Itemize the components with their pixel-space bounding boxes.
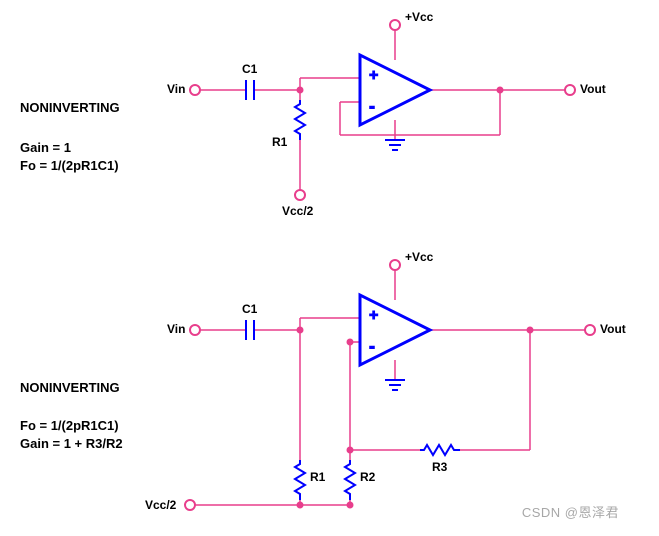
vcc2-terminal-1 xyxy=(295,190,305,200)
vcc-terminal-2 xyxy=(390,260,400,270)
r1-symbol xyxy=(295,100,305,140)
r1-symbol-2 xyxy=(295,460,305,500)
r1-label-1: R1 xyxy=(272,135,287,149)
vout-label-1: Vout xyxy=(580,82,606,96)
vin-label-1: Vin xyxy=(167,82,185,96)
eq-fo-2: Fo = 1/(2pR1C1) xyxy=(20,418,119,433)
watermark: CSDN @恩泽君 xyxy=(522,502,619,521)
vcc-terminal-1 xyxy=(390,20,400,30)
vcc2-label-1: Vcc/2 xyxy=(282,204,313,218)
vcc2-terminal-2 xyxy=(185,500,195,510)
r1-label-2: R1 xyxy=(310,470,325,484)
ground-2 xyxy=(385,380,405,390)
circuit-2 xyxy=(185,260,595,510)
c1-label-1: C1 xyxy=(242,62,257,76)
vin-label-2: Vin xyxy=(167,322,185,336)
circuit-1 xyxy=(190,20,575,200)
r3-label-2: R3 xyxy=(432,460,447,474)
vin-terminal-2 xyxy=(190,325,200,335)
r2-label-2: R2 xyxy=(360,470,375,484)
vout-terminal-1 xyxy=(565,85,575,95)
opamp-1 xyxy=(360,55,430,125)
vin-terminal-1 xyxy=(190,85,200,95)
vcc-label-2: +Vcc xyxy=(405,250,433,264)
opamp-2 xyxy=(360,295,430,365)
vout-label-2: Vout xyxy=(600,322,626,336)
eq-fo-1: Fo = 1/(2pR1C1) xyxy=(20,158,119,173)
vout-terminal-2 xyxy=(585,325,595,335)
vcc-label-1: +Vcc xyxy=(405,10,433,24)
c1-symbol xyxy=(246,80,254,100)
ground-1 xyxy=(385,140,405,150)
title-1: NONINVERTING xyxy=(20,100,120,115)
r3-symbol xyxy=(420,445,460,455)
eq-gain-2: Gain = 1 + R3/R2 xyxy=(20,436,123,451)
title-2: NONINVERTING xyxy=(20,380,120,395)
c1-symbol-2 xyxy=(246,320,254,340)
vcc2-label-2: Vcc/2 xyxy=(145,498,176,512)
eq-gain-1: Gain = 1 xyxy=(20,140,71,155)
schematic-canvas: + - xyxy=(0,0,659,536)
r2-symbol xyxy=(345,460,355,500)
c1-label-2: C1 xyxy=(242,302,257,316)
